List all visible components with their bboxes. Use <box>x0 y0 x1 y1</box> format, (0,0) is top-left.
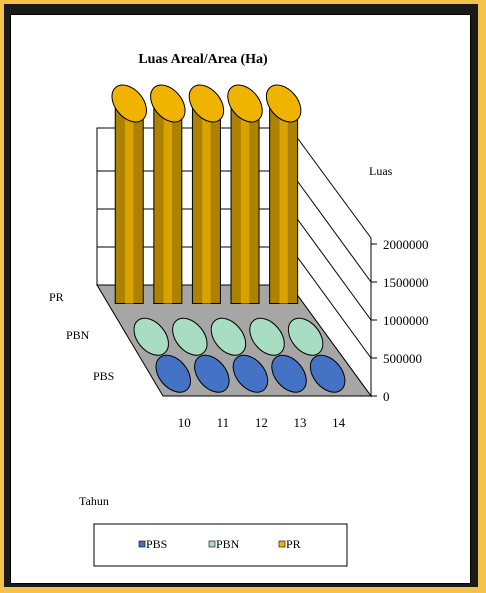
chart-panel: Luas Areal/Area (Ha) Luas Tahun 0 500000 1… <box>10 14 471 584</box>
bar-pbs-14 <box>309 354 346 393</box>
bar-pbn-11 <box>172 317 208 356</box>
legend: PBS PBN PR <box>93 523 348 567</box>
x-axis-title: Tahun <box>79 494 109 508</box>
chart: Luas Areal/Area (Ha) Luas Tahun 0 500000 1… <box>49 52 429 567</box>
y-axis-ticks: 0 500000 1000000 1500000 2000000 <box>371 237 429 404</box>
legend-swatch <box>278 540 286 548</box>
bar-pbn-10 <box>133 317 169 356</box>
x-axis-ticks: 10 11 12 13 14 <box>178 415 346 430</box>
legend-swatch <box>208 540 216 548</box>
x-tick-label: 14 <box>332 415 346 430</box>
bar-pbs-13 <box>271 354 307 393</box>
depth-label: PBS <box>93 369 114 383</box>
y-tick-label: 0 <box>383 389 390 404</box>
y-tick-label: 2000000 <box>383 237 429 252</box>
gridline <box>289 170 372 283</box>
x-tick-label: 12 <box>255 415 268 430</box>
bar-pr-11 <box>150 84 186 304</box>
x-tick-label: 11 <box>217 415 230 430</box>
x-tick-label: 10 <box>178 415 191 430</box>
x-tick-label: 13 <box>294 415 307 430</box>
bar-pbn-13 <box>249 317 285 356</box>
bar-pbn-14 <box>287 317 324 356</box>
gridline <box>289 246 372 359</box>
bar-pr-10 <box>111 84 147 304</box>
depth-label: PR <box>49 290 64 304</box>
bar-pr-13 <box>227 84 263 304</box>
chart-bars <box>111 84 346 393</box>
bar-pbs-10 <box>155 354 191 393</box>
y-tick-label: 1000000 <box>383 313 429 328</box>
bar-pbs-12 <box>232 354 269 393</box>
bar-pbs-11 <box>194 354 230 393</box>
bar-pr-12 <box>188 84 225 304</box>
legend-label: PBS <box>146 537 167 551</box>
legend-label: PBN <box>216 537 240 551</box>
legend-box <box>93 523 348 567</box>
bar-pr-14 <box>265 84 302 304</box>
chart-title: Luas Areal/Area (Ha) <box>138 52 268 67</box>
gridline <box>289 208 372 321</box>
bar-pbn-12 <box>210 317 247 356</box>
y-axis-title: Luas <box>369 164 393 178</box>
y-tick-label: 500000 <box>383 351 422 366</box>
depth-label: PBN <box>66 328 90 342</box>
legend-swatch <box>138 540 146 548</box>
y-tick-label: 1500000 <box>383 275 429 290</box>
legend-label: PR <box>286 537 301 551</box>
depth-labels: PR PBN PBS <box>49 290 114 383</box>
